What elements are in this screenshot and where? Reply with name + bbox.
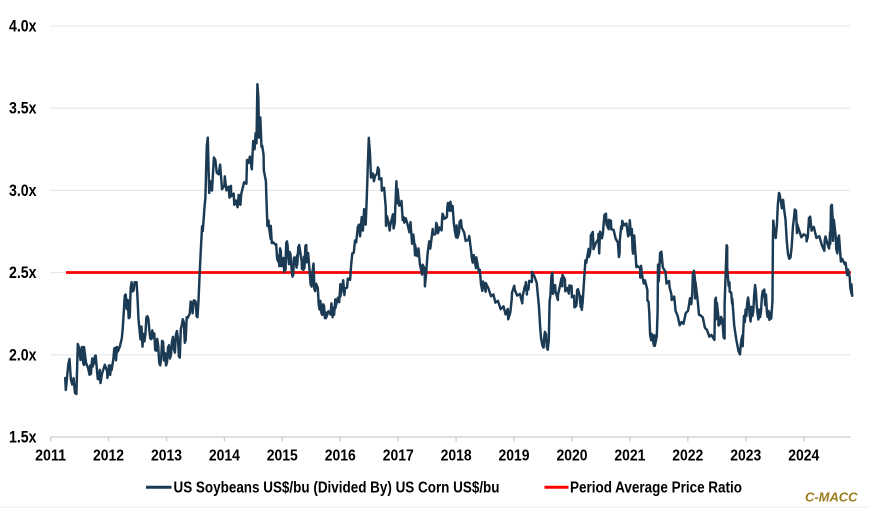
svg-text:2016: 2016 — [325, 448, 356, 465]
svg-text:2017: 2017 — [383, 448, 414, 465]
svg-text:2014: 2014 — [209, 448, 240, 465]
svg-text:2.0x: 2.0x — [9, 346, 37, 364]
svg-text:2011: 2011 — [35, 448, 66, 465]
svg-text:2015: 2015 — [267, 448, 298, 465]
svg-text:2022: 2022 — [672, 448, 703, 465]
svg-text:2019: 2019 — [499, 448, 530, 465]
svg-text:2018: 2018 — [441, 448, 472, 465]
svg-text:C-MACC: C-MACC — [805, 490, 858, 505]
svg-text:US Soybeans US$/bu (Divided By: US Soybeans US$/bu (Divided By) US Corn … — [174, 480, 500, 497]
svg-text:3.0x: 3.0x — [9, 182, 37, 200]
svg-text:2013: 2013 — [151, 448, 182, 465]
svg-text:Period Average Price Ratio: Period Average Price Ratio — [570, 480, 742, 497]
svg-text:2020: 2020 — [557, 448, 588, 465]
svg-text:2012: 2012 — [93, 448, 124, 465]
svg-text:2.5x: 2.5x — [9, 264, 37, 282]
svg-text:1.5x: 1.5x — [9, 429, 37, 447]
svg-text:2021: 2021 — [614, 448, 645, 465]
svg-text:4.0x: 4.0x — [9, 18, 37, 36]
svg-text:3.5x: 3.5x — [9, 100, 37, 118]
svg-text:2024: 2024 — [788, 448, 819, 465]
svg-text:2023: 2023 — [730, 448, 761, 465]
